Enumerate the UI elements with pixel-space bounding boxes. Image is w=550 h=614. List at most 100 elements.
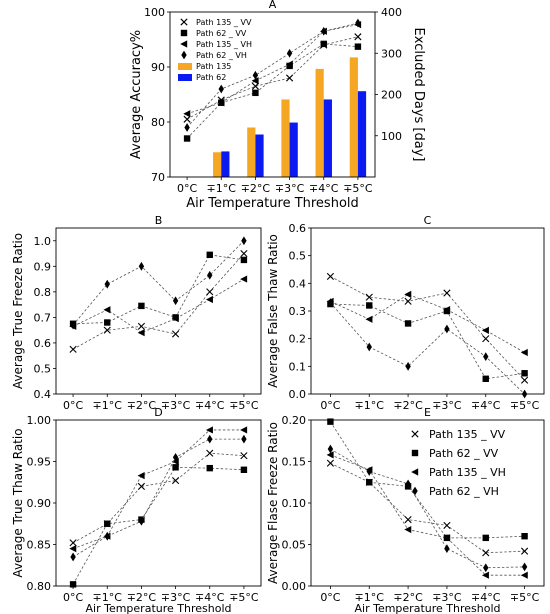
- series-line-path-62-vh: [330, 448, 525, 569]
- y-tick-label: 0.0: [289, 388, 307, 401]
- data-point-path-62-vv: [172, 464, 179, 471]
- series-line-path-62-vv: [330, 303, 525, 380]
- data-point-path-62-vv: [404, 320, 412, 327]
- y-axis-label: Average Flase Freeze Ratio: [266, 422, 280, 584]
- y-tick-label: 100: [144, 6, 165, 19]
- data-point-path-62-vv: [240, 466, 248, 473]
- x-tick-label: ∓5°C: [510, 591, 540, 604]
- data-point-path-135-vh: [520, 348, 528, 357]
- series-line-path-135-vh: [72, 429, 244, 550]
- data-point-path-135-vh: [285, 60, 293, 68]
- x-tick-label: ∓4°C: [309, 182, 339, 195]
- data-point-path-62-vh: [172, 452, 179, 462]
- series-line-path-135-vv: [72, 452, 244, 544]
- x-tick-label: 0°C: [320, 591, 340, 604]
- data-point-path-62-vh: [483, 563, 489, 573]
- data-point-path-62-vh: [207, 270, 213, 280]
- data-point-path-62-vh: [327, 444, 334, 454]
- y-tick-label: 1.00: [27, 414, 52, 427]
- series-line-path-135-vv: [330, 462, 525, 554]
- x-tick-label: 0°C: [320, 399, 340, 412]
- y-tick-label: 0.80: [27, 580, 52, 593]
- data-point-path-135-vh: [240, 275, 248, 283]
- legend-marker: [412, 486, 418, 496]
- panel-title: C: [424, 214, 432, 227]
- data-point-path-62-vh: [444, 544, 450, 554]
- data-point-path-62-vv: [521, 370, 528, 377]
- data-point-path-135-vv: [285, 74, 294, 82]
- x-tick-label: ∓3°C: [161, 591, 191, 604]
- bar-path-62: [357, 91, 367, 177]
- y-tick-label: 0.1: [289, 360, 307, 373]
- panel-title: E: [424, 406, 431, 419]
- x-axis-label: Air Temperature Threshold: [186, 196, 359, 211]
- x-tick-label: ∓2°C: [241, 182, 271, 195]
- legend-marker: [411, 430, 419, 438]
- data-point-path-62-vh: [355, 18, 361, 28]
- x-tick-label: ∓1°C: [207, 182, 237, 195]
- y2-tick-label: 200: [381, 89, 402, 102]
- data-point-path-62-vh: [70, 552, 76, 562]
- data-point-path-135-vh: [443, 306, 451, 314]
- y-axis-label: Average False Thaw Ratio: [266, 234, 280, 388]
- x-tick-label: ∓4°C: [195, 399, 225, 412]
- data-point-path-62-vh: [321, 26, 327, 36]
- data-point-path-62-vv: [320, 40, 327, 48]
- y-tick-label: 0.6: [289, 222, 307, 235]
- bar-path-135: [315, 68, 324, 177]
- data-point-path-62-vv: [482, 534, 489, 542]
- y-tick-label: 0.90: [27, 497, 52, 510]
- x-axis-label: Air Temperature Threshold: [86, 602, 232, 614]
- series-line-path-135-vh: [330, 454, 525, 576]
- chart-panel-d: 0.80 0.85 0.90 0.95 1.00 0°C ∓1°C ∓2°C ∓3°C ∓4°C ∓…: [11, 406, 262, 614]
- x-tick-label: ∓4°C: [471, 399, 501, 412]
- data-point-path-135-vh: [137, 329, 145, 337]
- legend-label: Path 62 _ VV: [429, 447, 499, 460]
- plot-frame: [310, 227, 545, 395]
- series-line-path-62-vh: [72, 438, 244, 558]
- y2-axis-label: Excluded Days [day]: [411, 28, 426, 162]
- y-tick-label: 0.7: [34, 311, 52, 324]
- data-point-path-62-vh: [218, 84, 224, 94]
- data-point-path-135-vh: [365, 315, 373, 323]
- legend-label: Path 135 _ VV: [196, 18, 252, 27]
- y-tick-label: 0.8: [34, 286, 52, 299]
- data-point-path-62-vh: [104, 531, 110, 541]
- bar-path-135: [247, 127, 256, 177]
- series-line-path-135-vv: [72, 253, 245, 350]
- data-point-path-135-vv: [137, 482, 146, 490]
- y-tick-label: 1.0: [34, 235, 52, 248]
- series-line-path-135-vh: [72, 278, 245, 334]
- data-point-path-135-vv: [520, 547, 529, 555]
- plot-frame: [310, 419, 545, 587]
- data-point-path-62-vh: [286, 48, 293, 58]
- data-point-path-135-vv: [240, 452, 248, 460]
- legend-marker: [180, 18, 188, 26]
- legend-label: Path 135 _ VH: [429, 466, 506, 479]
- x-tick-label: ∓4°C: [471, 591, 501, 604]
- legend-marker: [180, 29, 188, 37]
- x-axis-label: Air Temperature Threshold: [355, 602, 501, 614]
- x-tick-label: ∓3°C: [432, 399, 462, 412]
- data-point-path-62-vv: [104, 319, 111, 326]
- x-tick-label: 0°C: [63, 591, 83, 604]
- data-point-path-62-vv: [252, 89, 259, 97]
- data-point-path-62-vv: [354, 43, 362, 50]
- y2-tick-label: 100: [381, 130, 402, 143]
- data-point-path-62-vv: [206, 464, 213, 472]
- data-point-path-62-vv: [521, 533, 528, 540]
- legend: Path 135 _ VV Path 62 _ VV Path 135 _ VH Pa…: [178, 18, 252, 82]
- x-tick-label: ∓3°C: [432, 591, 462, 604]
- panel-title: D: [154, 406, 162, 419]
- data-point-path-135-vv: [404, 516, 412, 524]
- data-point-path-135-vv: [404, 297, 412, 305]
- series-line-path-135-vh: [330, 293, 525, 353]
- y-tick-label: 0.85: [27, 539, 52, 552]
- series-line-path-135-vv: [186, 36, 359, 120]
- plot-frame: [55, 227, 262, 395]
- bar-path-62: [255, 134, 264, 177]
- data-point-path-135-vv: [326, 459, 335, 467]
- y-tick-label: 0.15: [282, 456, 307, 469]
- x-tick-label: ∓5°C: [229, 399, 259, 412]
